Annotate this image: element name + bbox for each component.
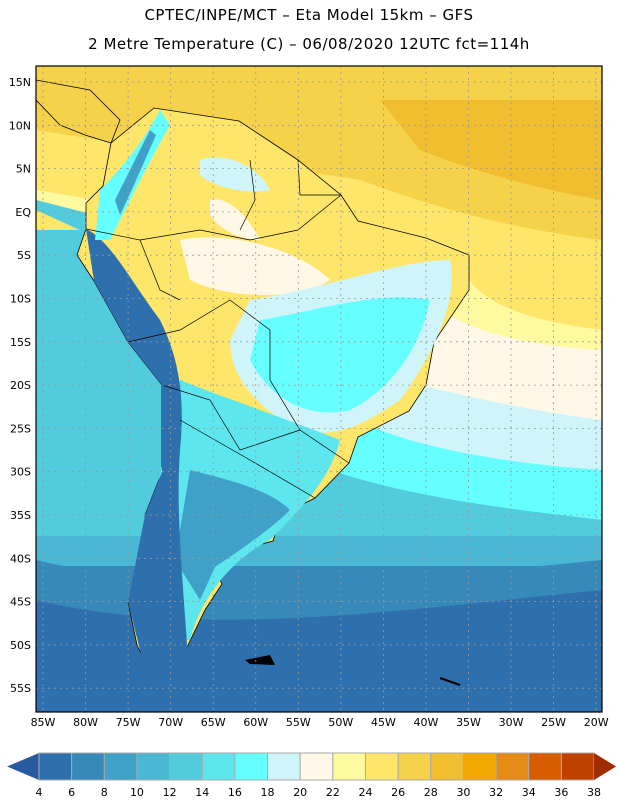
lon-label: 50W	[328, 716, 353, 729]
lat-label: 25S	[10, 422, 31, 435]
lon-label: 55W	[286, 716, 311, 729]
lat-label: 35S	[10, 509, 31, 522]
colorbar-tick-label: 22	[326, 786, 340, 799]
lat-label: 45S	[10, 596, 31, 609]
latitude-labels: 15N 10N 5N EQ 5S 10S 15S 20S 25S 30S 35S 40S 45S 50S 5…	[9, 76, 32, 695]
colorbar-tick-label: 14	[195, 786, 209, 799]
lat-label: 40S	[10, 552, 31, 565]
colorbar-tick-label: 4	[36, 786, 43, 799]
lon-label: 65W	[201, 716, 226, 729]
lat-label: 5S	[17, 249, 31, 262]
lon-label: 75W	[116, 716, 141, 729]
colorbar-tick-label: 36	[554, 786, 568, 799]
colorbar-tick-label: 26	[391, 786, 405, 799]
country-borders	[85, 159, 350, 499]
graticule	[36, 66, 602, 712]
colorbar-tick-label: 10	[130, 786, 144, 799]
colorbar-swatch	[495, 752, 530, 781]
lat-label: 30S	[10, 466, 31, 479]
colorbar-tick-label: 18	[261, 786, 275, 799]
lat-label: 20S	[10, 379, 31, 392]
colorbar-swatch	[332, 752, 367, 781]
colorbar-swatch	[169, 752, 203, 781]
lat-label: 50S	[10, 639, 31, 652]
colorbar-swatch	[299, 752, 334, 781]
colorbar-tick-label: 38	[587, 786, 601, 799]
lat-label: 10S	[10, 293, 31, 306]
colorbar-swatch	[430, 752, 464, 781]
colorbar-swatch	[136, 752, 171, 781]
lon-label: 25W	[541, 716, 566, 729]
colorbar-swatch	[397, 752, 432, 781]
lon-label: 60W	[243, 716, 268, 729]
colorbar-swatch	[267, 752, 301, 781]
colorbar-tick-label: 12	[163, 786, 177, 799]
colorbar-tick-label: 34	[522, 786, 536, 799]
colorbar-swatch	[234, 752, 269, 781]
colorbar-tick-label: 24	[359, 786, 373, 799]
colorbar-tick-label: 6	[68, 786, 75, 799]
colorbar-swatch	[365, 752, 399, 781]
lat-label: 5N	[16, 163, 31, 176]
colorbar-swatch	[71, 752, 105, 781]
colorbar-tick-label: 20	[293, 786, 307, 799]
colorbar-swatch	[462, 752, 497, 781]
colorbar-over-arrow	[594, 753, 616, 780]
lat-label: EQ	[15, 206, 31, 219]
lat-label: 15S	[10, 336, 31, 349]
colorbar-under-arrow	[7, 753, 39, 780]
temperature-field	[36, 66, 602, 712]
colorbar-swatch	[38, 752, 73, 781]
lon-label: 45W	[371, 716, 396, 729]
lon-label: 80W	[73, 716, 98, 729]
lat-label: 15N	[9, 76, 31, 89]
lat-label: 10N	[9, 119, 31, 132]
colorbar-tick-label: 32	[489, 786, 503, 799]
colorbar-swatch	[103, 752, 138, 781]
lon-label: 40W	[414, 716, 439, 729]
lon-label: 35W	[456, 716, 481, 729]
colorbar-tick-label: 28	[424, 786, 438, 799]
lon-label: 85W	[31, 716, 56, 729]
colorbar: 4 6 8 10 12 14 16 18 20 22 24 26 28 30 32 34 36 38	[7, 752, 616, 799]
map-frame	[35, 65, 603, 713]
colorbar-swatch	[201, 752, 236, 781]
chart-title: CPTEC/INPE/MCT – Eta Model 15km – GFS	[144, 6, 474, 24]
lon-label: 20W	[584, 716, 609, 729]
lat-label: 55S	[10, 682, 31, 695]
lon-label: 70W	[158, 716, 183, 729]
lon-label: 30W	[499, 716, 524, 729]
colorbar-swatch	[528, 752, 562, 781]
colorbar-tick-label: 30	[456, 786, 470, 799]
colorbar-tick-label: 16	[228, 786, 242, 799]
chart-subtitle: 2 Metre Temperature (C) – 06/08/2020 12U…	[88, 35, 530, 53]
longitude-labels: 85W 80W 75W 70W 65W 60W 55W 50W 45W 40W 35W 30W 25W 2…	[31, 716, 609, 729]
colorbar-tick-label: 8	[101, 786, 108, 799]
colorbar-swatch	[560, 752, 595, 781]
